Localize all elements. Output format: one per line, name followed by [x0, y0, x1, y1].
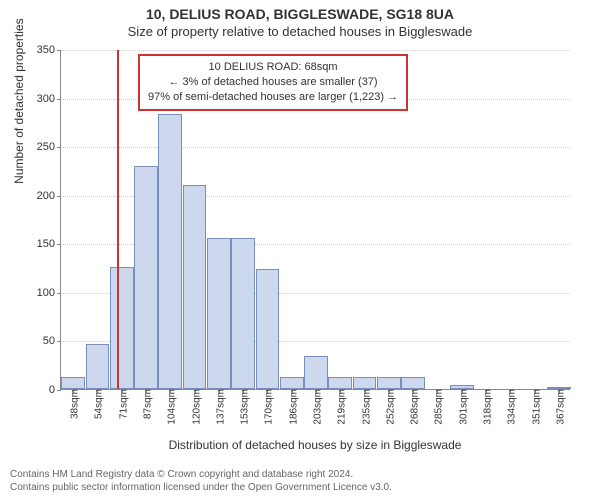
chart-container: 10, DELIUS ROAD, BIGGLESWADE, SG18 8UA S…	[0, 0, 600, 500]
histogram-bar	[183, 185, 207, 389]
x-tick-label: 71sqm	[114, 389, 129, 419]
x-tick-label: 285sqm	[430, 389, 445, 425]
y-tick-label: 50	[43, 335, 61, 347]
x-tick-label: 203sqm	[309, 389, 324, 425]
y-tick-label: 250	[37, 141, 61, 153]
x-tick-label: 54sqm	[90, 389, 105, 419]
x-tick-label: 235sqm	[357, 389, 372, 425]
x-tick-label: 318sqm	[479, 389, 494, 425]
x-tick-label: 137sqm	[211, 389, 226, 425]
y-tick-label: 0	[49, 384, 61, 396]
x-tick-label: 367sqm	[551, 389, 566, 425]
histogram-bar	[377, 377, 401, 389]
y-axis-label: Number of detached properties	[12, 18, 26, 183]
x-tick-label: 252sqm	[381, 389, 396, 425]
x-axis-label: Distribution of detached houses by size …	[60, 438, 570, 452]
histogram-bar	[207, 238, 231, 389]
y-tick-label: 150	[37, 238, 61, 250]
histogram-bar	[328, 377, 352, 389]
info-line-2: ← 3% of detached houses are smaller (37)	[148, 75, 398, 90]
x-tick-label: 351sqm	[527, 389, 542, 425]
info-line-3: 97% of semi-detached houses are larger (…	[148, 90, 398, 105]
histogram-bar	[304, 356, 328, 389]
histogram-bar	[110, 267, 134, 389]
info-box: 10 DELIUS ROAD: 68sqm ← 3% of detached h…	[138, 54, 408, 111]
y-tick-label: 100	[37, 287, 61, 299]
x-tick-label: 104sqm	[163, 389, 178, 425]
histogram-bar	[158, 114, 182, 389]
histogram-bar	[231, 238, 255, 389]
footer-line-1: Contains HM Land Registry data © Crown c…	[10, 468, 392, 481]
histogram-bar	[353, 377, 377, 389]
gridline	[61, 147, 570, 148]
histogram-bar	[134, 166, 158, 389]
x-tick-label: 87sqm	[139, 389, 154, 419]
histogram-bar	[256, 269, 280, 389]
x-tick-label: 170sqm	[260, 389, 275, 425]
chart-area: 05010015020025030035038sqm54sqm71sqm87sq…	[60, 50, 570, 390]
histogram-bar	[280, 377, 304, 389]
reference-line	[117, 50, 119, 389]
info-line-1: 10 DELIUS ROAD: 68sqm	[148, 60, 398, 75]
footer-line-2: Contains public sector information licen…	[10, 481, 392, 494]
x-tick-label: 153sqm	[236, 389, 251, 425]
y-tick-label: 300	[37, 93, 61, 105]
x-tick-label: 38sqm	[66, 389, 81, 419]
footer: Contains HM Land Registry data © Crown c…	[10, 468, 392, 494]
y-tick-label: 200	[37, 190, 61, 202]
histogram-bar	[401, 377, 425, 389]
x-tick-label: 219sqm	[333, 389, 348, 425]
x-tick-label: 301sqm	[454, 389, 469, 425]
x-tick-label: 268sqm	[406, 389, 421, 425]
title-sub: Size of property relative to detached ho…	[0, 22, 600, 39]
histogram-bar	[86, 344, 110, 389]
x-tick-label: 334sqm	[503, 389, 518, 425]
gridline	[61, 50, 570, 51]
x-tick-label: 186sqm	[284, 389, 299, 425]
histogram-bar	[61, 377, 85, 389]
x-tick-label: 120sqm	[187, 389, 202, 425]
y-tick-label: 350	[37, 44, 61, 56]
title-main: 10, DELIUS ROAD, BIGGLESWADE, SG18 8UA	[0, 0, 600, 22]
